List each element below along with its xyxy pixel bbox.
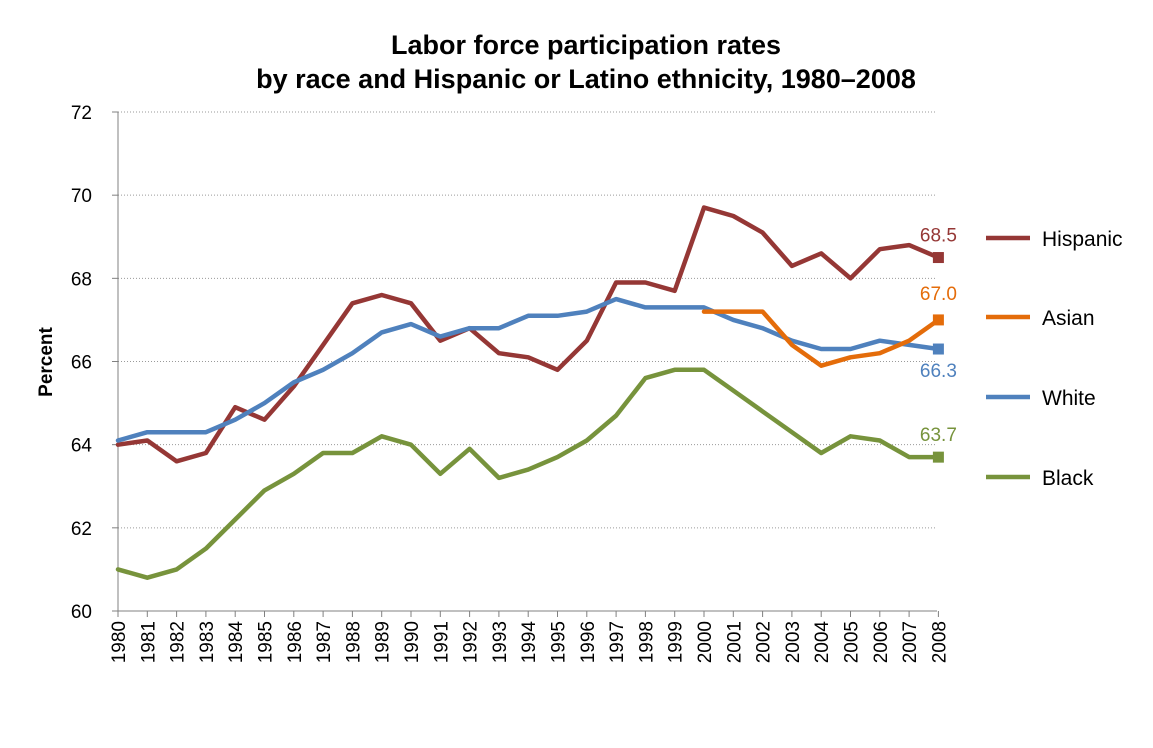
x-tick-label: 1989: [373, 621, 394, 663]
x-tick-label: 1994: [519, 621, 540, 664]
x-tick-label: 1985: [256, 621, 277, 663]
y-tick-label: 70: [71, 186, 92, 207]
data-label-white: 66.3: [920, 361, 957, 382]
x-tick-label: 1993: [490, 621, 511, 663]
chart-title-line-1: Labor force participation rates: [391, 30, 781, 60]
x-tick-label: 1988: [343, 621, 364, 663]
x-tick-label: 1987: [314, 621, 335, 663]
y-tick-label: 66: [71, 353, 92, 374]
gridlines: [118, 111, 937, 529]
x-tick-label: 2001: [724, 621, 745, 663]
series-line-hispanic: [115, 205, 941, 464]
x-axis-ticks: 1980 1981 1982 1983 1984 1985 1986 1987 1988 1989…: [109, 621, 950, 664]
x-tick-label: 1997: [607, 621, 628, 663]
data-label-hispanic: 68.5: [920, 226, 957, 247]
x-tick-label: 1982: [168, 621, 189, 663]
x-tick-label: 1998: [636, 621, 657, 663]
axes: [112, 111, 939, 617]
series-line-asian: [701, 309, 941, 368]
x-tick-label: 1999: [666, 621, 687, 663]
series-line-white: [115, 296, 941, 443]
x-tick-label: 2000: [695, 621, 716, 663]
end-marker-black: [932, 451, 944, 463]
end-marker-asian: [932, 314, 944, 326]
y-tick-label: 72: [71, 103, 92, 124]
data-label-black: 63.7: [920, 425, 957, 446]
x-tick-label: 1991: [431, 621, 452, 663]
legend-label-asian: Asian: [1042, 307, 1095, 330]
y-axis-label: Percent: [36, 326, 57, 396]
x-tick-label: 1983: [197, 621, 218, 663]
x-tick-label: 2007: [900, 621, 921, 663]
x-tick-label: 1984: [226, 621, 247, 664]
x-tick-label: 2006: [871, 621, 892, 663]
legend-label-white: White: [1042, 387, 1096, 410]
legend-label-black: Black: [1042, 467, 1094, 490]
end-marker-white: [932, 343, 944, 355]
series-line-black: [115, 367, 941, 580]
legend: Hispanic Asian White Black: [986, 228, 1123, 490]
chart-title-line-2: by race and Hispanic or Latino ethnicity…: [256, 64, 916, 94]
series-lines: 68.5 67.0 66.3 63.7: [115, 205, 957, 580]
x-tick-label: 1995: [549, 621, 570, 663]
x-tick-label: 1992: [461, 621, 482, 663]
x-tick-label: 1980: [109, 621, 130, 663]
end-marker-hispanic: [932, 252, 944, 264]
y-tick-label: 62: [71, 519, 92, 540]
x-tick-label: 1990: [402, 621, 423, 663]
x-tick-label: 2005: [842, 621, 863, 663]
legend-label-hispanic: Hispanic: [1042, 228, 1123, 251]
x-tick-label: 2008: [929, 621, 950, 663]
y-tick-label: 60: [71, 602, 92, 623]
y-tick-label: 64: [71, 436, 93, 457]
x-tick-label: 1981: [138, 621, 159, 663]
x-tick-label: 1986: [285, 621, 306, 663]
x-tick-label: 1996: [578, 621, 599, 663]
x-tick-label: 2002: [754, 621, 775, 663]
x-tick-label: 2004: [812, 621, 833, 664]
x-tick-label: 2003: [783, 621, 804, 663]
y-axis-ticks: 60 62 64 66 68 70 72: [71, 103, 93, 623]
y-tick-label: 68: [71, 269, 92, 290]
data-label-asian: 67.0: [920, 284, 957, 305]
